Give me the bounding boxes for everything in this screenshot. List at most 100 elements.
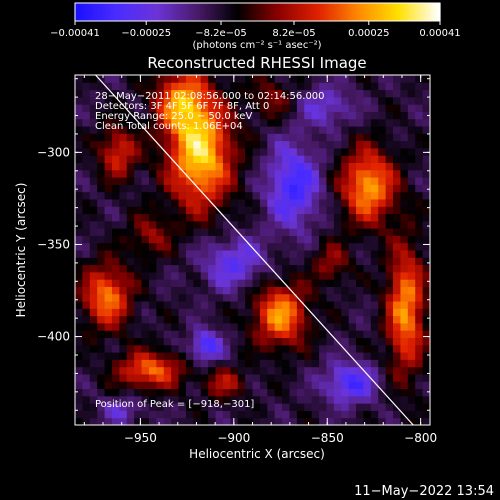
heatmap-cell (370, 271, 379, 280)
heatmap-cell (319, 147, 327, 156)
heatmap-cell (215, 133, 224, 142)
heatmap-cell (252, 264, 261, 273)
heatmap-cell (185, 104, 194, 112)
heatmap-cell (348, 140, 357, 149)
heatmap-cell (171, 279, 180, 287)
heatmap-cell (171, 169, 180, 178)
heatmap-cell (126, 403, 135, 411)
heatmap-cell (267, 220, 276, 229)
heatmap-cell (385, 264, 394, 273)
heatmap-cell (75, 395, 83, 404)
heatmap-cell (119, 155, 128, 163)
heatmap-cell (400, 111, 409, 120)
heatmap-cell (208, 352, 217, 360)
heatmap-cell (134, 250, 143, 258)
heatmap-cell (245, 118, 253, 127)
heatmap-cell (378, 366, 387, 375)
heatmap-cell (230, 89, 239, 98)
heatmap-cell (422, 352, 431, 360)
heatmap-cell (185, 155, 194, 163)
heatmap-cell (378, 381, 387, 390)
heatmap-cell (89, 366, 98, 375)
heatmap-cell (385, 403, 394, 411)
heatmap-cell (200, 75, 209, 83)
heatmap-cell (378, 250, 387, 258)
colorbar-swatch (297, 3, 301, 21)
heatmap-cell (333, 96, 342, 105)
heatmap-cell (156, 322, 165, 331)
heatmap-cell (75, 198, 83, 207)
heatmap-cell (237, 250, 246, 258)
heatmap-cell (267, 96, 276, 105)
heatmap-cell (333, 198, 342, 207)
heatmap-cell (208, 403, 217, 411)
heatmap-cell (163, 104, 172, 112)
heatmap-cell (215, 308, 224, 317)
heatmap-cell (200, 89, 209, 98)
heatmap-cell (230, 301, 239, 309)
heatmap-cell (126, 417, 135, 426)
heatmap-cell (156, 388, 165, 397)
heatmap-cell (319, 82, 327, 91)
heatmap-cell (356, 155, 364, 163)
heatmap-cell (200, 147, 209, 156)
heatmap-cell (134, 228, 143, 236)
heatmap-cell (385, 279, 394, 287)
heatmap-cell (289, 359, 298, 368)
heatmap-cell (407, 235, 416, 244)
heatmap-cell (171, 293, 180, 302)
heatmap-cell (319, 89, 327, 98)
heatmap-cell (333, 257, 342, 266)
heatmap-cell (356, 220, 364, 229)
heatmap-cell (407, 104, 416, 112)
heatmap-cell (341, 177, 350, 185)
heatmap-cell (319, 301, 327, 309)
heatmap-cell (333, 344, 342, 353)
colorbar-swatch (415, 3, 419, 21)
heatmap-cell (185, 366, 194, 375)
heatmap-cell (333, 235, 342, 244)
heatmap-cell (245, 359, 253, 368)
colorbar-swatch (425, 3, 429, 21)
heatmap-cell (407, 337, 416, 346)
heatmap-cell (422, 140, 431, 149)
heatmap-cell (111, 417, 120, 426)
heatmap-cell (407, 111, 416, 120)
heatmap-cell (208, 111, 217, 120)
heatmap-cell (230, 359, 239, 368)
heatmap-cell (97, 169, 106, 178)
heatmap-cell (267, 301, 276, 309)
heatmap-cell (230, 147, 239, 156)
heatmap-cell (400, 118, 409, 127)
heatmap-cell (163, 337, 172, 346)
heatmap-cell (237, 257, 246, 266)
heatmap-cell (348, 344, 357, 353)
heatmap-cell (356, 301, 364, 309)
heatmap-cell (141, 388, 150, 397)
heatmap-cell (104, 220, 113, 229)
heatmap-cell (82, 286, 91, 295)
heatmap-cell (134, 184, 143, 193)
heatmap-cell (393, 279, 401, 287)
heatmap-cell (311, 126, 320, 134)
heatmap-cell (341, 293, 350, 302)
heatmap-cell (89, 322, 98, 331)
heatmap-cell (75, 228, 83, 236)
heatmap-cell (311, 301, 320, 309)
heatmap-cell (311, 410, 320, 419)
heatmap-cell (104, 104, 113, 112)
colorbar-tick-label: 0.00041 (419, 28, 460, 39)
heatmap-cell (163, 118, 172, 127)
heatmap-cell (274, 198, 283, 207)
heatmap-cell (304, 118, 313, 127)
colorbar (74, 2, 441, 22)
heatmap-cell (111, 177, 120, 185)
heatmap-cell (200, 403, 209, 411)
heatmap-cell (274, 352, 283, 360)
heatmap-cell (104, 133, 113, 142)
heatmap-cell (422, 89, 431, 98)
heatmap-cell (289, 177, 298, 185)
colorbar-swatch (292, 3, 296, 21)
heatmap-cell (422, 213, 431, 222)
heatmap-cell (296, 366, 305, 375)
